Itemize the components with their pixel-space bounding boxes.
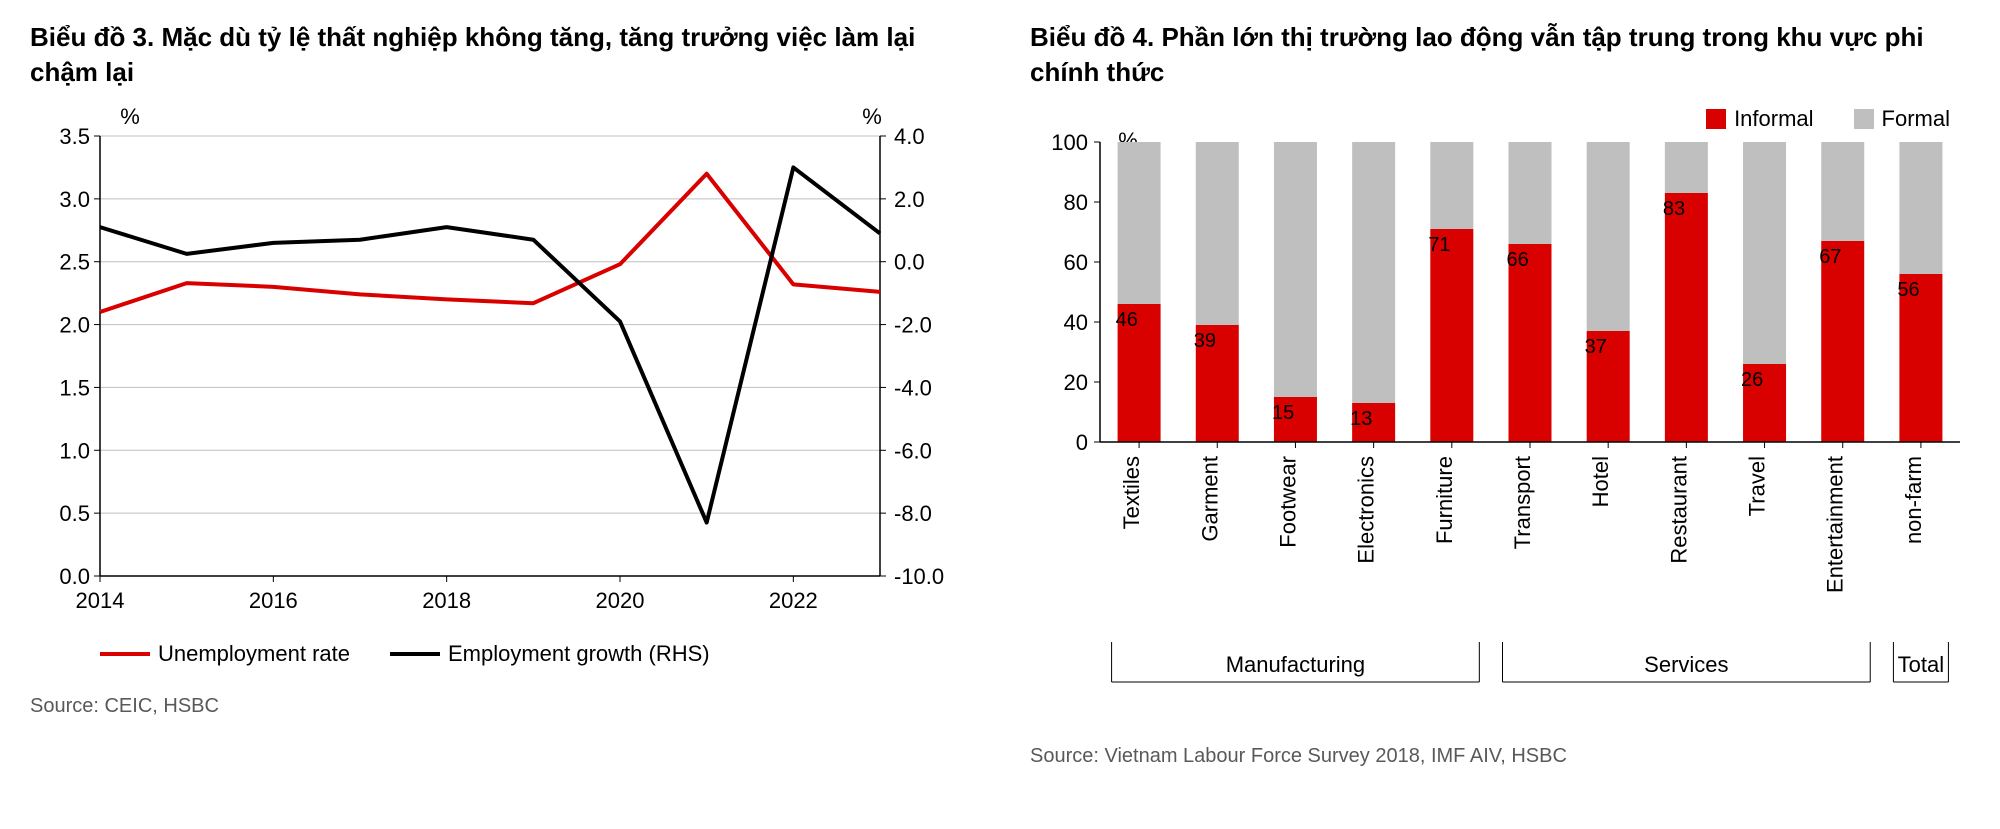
- svg-text:39: 39: [1194, 330, 1216, 352]
- svg-text:80: 80: [1064, 190, 1088, 215]
- svg-text:2.5: 2.5: [59, 250, 90, 275]
- chart4-panel: Biểu đồ 4. Phần lớn thị trường lao động …: [1030, 20, 1970, 768]
- chart3-svg: 0.0 0.5 1.0 1.5 2.0 2.5 3.0 3.5 -10.0 -8.0 -6.0 -4.…: [30, 106, 970, 626]
- svg-text:0.5: 0.5: [59, 501, 90, 526]
- svg-text:Hotel: Hotel: [1588, 456, 1613, 507]
- svg-text:2.0: 2.0: [894, 187, 925, 212]
- bar-informal: [1821, 241, 1864, 442]
- bar-formal: [1509, 142, 1552, 244]
- svg-text:0: 0: [1076, 430, 1088, 455]
- legend-item: Formal: [1854, 106, 1950, 132]
- bar-formal: [1352, 142, 1395, 403]
- svg-text:13: 13: [1350, 408, 1372, 430]
- svg-text:%: %: [862, 106, 882, 129]
- svg-text:3.5: 3.5: [59, 124, 90, 149]
- bar-formal: [1587, 142, 1630, 331]
- svg-text:Garment: Garment: [1197, 456, 1222, 542]
- chart3-legend: Unemployment rate Employment growth (RHS): [30, 641, 970, 667]
- svg-text:Travel: Travel: [1745, 456, 1770, 516]
- svg-text:Electronics: Electronics: [1354, 456, 1379, 564]
- svg-text:0.0: 0.0: [894, 250, 925, 275]
- bar-formal: [1821, 142, 1864, 241]
- svg-text:1.0: 1.0: [59, 438, 90, 463]
- chart3-source: Source: CEIC, HSBC: [30, 695, 970, 718]
- svg-text:83: 83: [1663, 198, 1685, 220]
- svg-text:Transport: Transport: [1510, 456, 1535, 549]
- bar-formal: [1899, 142, 1942, 274]
- legend-item: Employment growth (RHS): [390, 641, 710, 667]
- svg-text:20: 20: [1064, 370, 1088, 395]
- svg-text:Textiles: Textiles: [1119, 456, 1144, 529]
- chart3-area: 0.0 0.5 1.0 1.5 2.0 2.5 3.0 3.5 -10.0 -8.0 -6.0 -4.…: [30, 106, 970, 631]
- svg-text:15: 15: [1272, 402, 1294, 424]
- svg-text:Footwear: Footwear: [1275, 456, 1300, 548]
- chart4-title: Biểu đồ 4. Phần lớn thị trường lao động …: [1030, 20, 1970, 90]
- svg-text:non-farm: non-farm: [1901, 456, 1926, 544]
- legend-item: Informal: [1706, 106, 1813, 132]
- svg-text:-2.0: -2.0: [894, 313, 932, 338]
- svg-text:100: 100: [1051, 132, 1088, 155]
- svg-text:67: 67: [1819, 246, 1841, 268]
- svg-text:-4.0: -4.0: [894, 376, 932, 401]
- svg-text:Furniture: Furniture: [1432, 456, 1457, 544]
- chart4-legend: Informal Formal: [1030, 106, 1970, 132]
- svg-text:%: %: [120, 106, 140, 129]
- svg-text:2.0: 2.0: [59, 313, 90, 338]
- svg-text:Entertainment: Entertainment: [1823, 456, 1848, 593]
- bar-formal: [1118, 142, 1161, 304]
- svg-text:26: 26: [1741, 369, 1763, 391]
- svg-text:56: 56: [1897, 279, 1919, 301]
- svg-text:46: 46: [1116, 309, 1138, 331]
- svg-text:2014: 2014: [76, 588, 125, 613]
- svg-text:-8.0: -8.0: [894, 501, 932, 526]
- svg-text:2020: 2020: [596, 588, 645, 613]
- svg-text:37: 37: [1585, 336, 1607, 358]
- svg-text:2022: 2022: [769, 588, 818, 613]
- svg-text:Services: Services: [1644, 652, 1728, 677]
- bar-formal: [1196, 142, 1239, 325]
- svg-text:Manufacturing: Manufacturing: [1226, 652, 1365, 677]
- svg-text:2018: 2018: [422, 588, 471, 613]
- chart3-panel: Biểu đồ 3. Mặc dù tỷ lệ thất nghiệp khôn…: [30, 20, 970, 768]
- svg-text:4.0: 4.0: [894, 124, 925, 149]
- svg-text:71: 71: [1428, 234, 1450, 256]
- chart4-area: 020406080100%46Textiles39Garment15Footwe…: [1030, 132, 1970, 717]
- bar-formal: [1665, 142, 1708, 193]
- chart3-title: Biểu đồ 3. Mặc dù tỷ lệ thất nghiệp khôn…: [30, 20, 970, 90]
- chart4-svg: 020406080100%46Textiles39Garment15Footwe…: [1030, 132, 1970, 712]
- chart4-source: Source: Vietnam Labour Force Survey 2018…: [1030, 745, 1970, 768]
- legend-item: Unemployment rate: [100, 641, 350, 667]
- bar-informal: [1430, 229, 1473, 442]
- bar-formal: [1743, 142, 1786, 364]
- svg-text:1.5: 1.5: [59, 376, 90, 401]
- svg-text:66: 66: [1507, 249, 1529, 271]
- bar-informal: [1509, 244, 1552, 442]
- svg-text:0.0: 0.0: [59, 564, 90, 589]
- svg-text:Restaurant: Restaurant: [1666, 456, 1691, 564]
- svg-text:2016: 2016: [249, 588, 298, 613]
- bar-informal: [1665, 193, 1708, 442]
- svg-text:40: 40: [1064, 310, 1088, 335]
- svg-text:3.0: 3.0: [59, 187, 90, 212]
- bar-formal: [1274, 142, 1317, 397]
- svg-text:60: 60: [1064, 250, 1088, 275]
- svg-text:-6.0: -6.0: [894, 438, 932, 463]
- svg-text:Total: Total: [1898, 652, 1944, 677]
- series-line: [100, 168, 880, 523]
- svg-text:-10.0: -10.0: [894, 564, 944, 589]
- bar-formal: [1430, 142, 1473, 229]
